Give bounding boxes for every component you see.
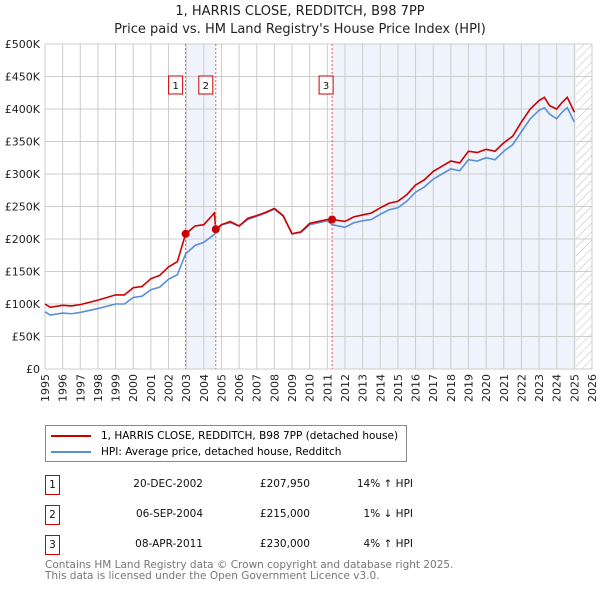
hpi-line: [44, 106, 576, 316]
y-tick-label: £400K: [5, 103, 41, 116]
x-tick-label: 2000: [127, 374, 140, 402]
x-tick-label: 2005: [215, 374, 228, 402]
x-tick-label: 2002: [163, 374, 176, 402]
y-tick-label: £450K: [5, 71, 41, 84]
legend-label: 1, HARRIS CLOSE, REDDITCH, B98 7PP (deta…: [101, 430, 399, 442]
x-tick-label: 2023: [533, 374, 546, 402]
x-tick-label: 2020: [480, 374, 493, 402]
sale-hpi-diff: 4% ↑ HPI: [363, 538, 413, 550]
sale-point: [181, 229, 190, 238]
x-tick-label: 2001: [145, 374, 158, 402]
x-tick-label: 2010: [304, 374, 317, 402]
y-tick-label: £500K: [5, 38, 41, 51]
sale-price: £230,000: [259, 538, 310, 550]
sale-label-box: [168, 75, 184, 95]
y-tick-label: £0: [26, 363, 40, 376]
sale-price: £215,000: [259, 508, 310, 520]
x-tick-label: 2007: [251, 374, 264, 402]
footer-license: This data is licensed under the Open Gov…: [45, 570, 380, 582]
sale-number-badge: 2: [45, 505, 60, 525]
x-tick-label: 2025: [568, 374, 581, 402]
y-tick-label: £300K: [5, 168, 41, 181]
x-tick-label: 2024: [551, 374, 564, 402]
sale-date: 06-SEP-2004: [135, 508, 203, 520]
sale-point: [328, 215, 337, 224]
sale-label-box: [198, 75, 214, 95]
sale-hpi-diff: 14% ↑ HPI: [356, 478, 413, 490]
sale-row: 2 06-SEP-2004 £215,000 1% ↓ HPI: [45, 505, 465, 525]
y-tick-label: £350K: [5, 136, 41, 149]
sale-date: 08-APR-2011: [135, 538, 203, 550]
legend-label: HPI: Average price, detached house, Redd…: [101, 446, 342, 458]
x-tick-label: 2019: [462, 374, 475, 402]
x-tick-label: 2009: [286, 374, 299, 402]
x-tick-label: 2017: [427, 374, 440, 402]
sale-label: 1: [172, 81, 178, 92]
y-tick-label: £150K: [5, 266, 41, 279]
footer-copyright: Contains HM Land Registry data © Crown c…: [45, 559, 454, 571]
sale-label: 2: [203, 81, 209, 92]
x-tick-label: 2018: [445, 374, 458, 402]
x-tick-label: 2015: [392, 374, 405, 402]
x-tick-label: 2026: [586, 374, 599, 402]
x-tick-label: 1995: [39, 374, 52, 402]
x-tick-label: 2013: [357, 374, 370, 402]
x-tick-label: 2022: [515, 374, 528, 402]
sale-label: 3: [323, 81, 329, 92]
x-tick-label: 1997: [74, 374, 87, 402]
x-tick-label: 2008: [268, 374, 281, 402]
sale-row: 1 20-DEC-2002 £207,950 14% ↑ HPI: [45, 475, 465, 495]
sale-label-box: [318, 75, 334, 95]
x-tick-label: 2014: [374, 374, 387, 402]
y-tick-label: £200K: [5, 233, 41, 246]
sale-row: 3 08-APR-2011 £230,000 4% ↑ HPI: [45, 535, 465, 555]
y-tick-label: £250K: [5, 201, 41, 214]
y-tick-label: £100K: [5, 298, 41, 311]
chart-subtitle: Price paid vs. HM Land Registry's House …: [114, 22, 486, 37]
y-tick-label: £50K: [12, 331, 41, 344]
x-tick-label: 1996: [57, 374, 70, 402]
x-tick-label: 1998: [92, 374, 105, 402]
x-tick-label: 2021: [498, 374, 511, 402]
x-tick-label: 1999: [110, 374, 123, 402]
x-tick-label: 2006: [233, 374, 246, 402]
plot-area: 1 2 3 1995 1996 1997 1998 1999 2000 2001 2002 2003 2…: [5, 38, 599, 402]
sale-hpi-diff: 1% ↓ HPI: [363, 508, 413, 520]
price-paid-line: [44, 95, 576, 309]
sale-number-badge: 1: [45, 475, 60, 495]
legend: 1, HARRIS CLOSE, REDDITCH, B98 7PP (deta…: [45, 425, 407, 462]
sale-point: [211, 225, 220, 234]
chart-title: 1, HARRIS CLOSE, REDDITCH, B98 7PP: [175, 4, 425, 19]
x-tick-label: 2003: [180, 374, 193, 402]
legend-item-property: 1, HARRIS CLOSE, REDDITCH, B98 7PP (deta…: [51, 430, 398, 442]
legend-item-hpi: HPI: Average price, detached house, Redd…: [51, 446, 341, 458]
sale-price: £207,950: [259, 478, 310, 490]
legend-swatch-red: [51, 435, 91, 437]
sale-number-badge: 3: [45, 535, 60, 555]
x-tick-label: 2012: [339, 374, 352, 402]
x-tick-label: 2004: [198, 374, 211, 402]
sale-date: 20-DEC-2002: [133, 478, 203, 490]
x-tick-label: 2011: [321, 374, 334, 402]
legend-swatch-blue: [51, 451, 91, 453]
x-tick-label: 2016: [410, 374, 423, 402]
